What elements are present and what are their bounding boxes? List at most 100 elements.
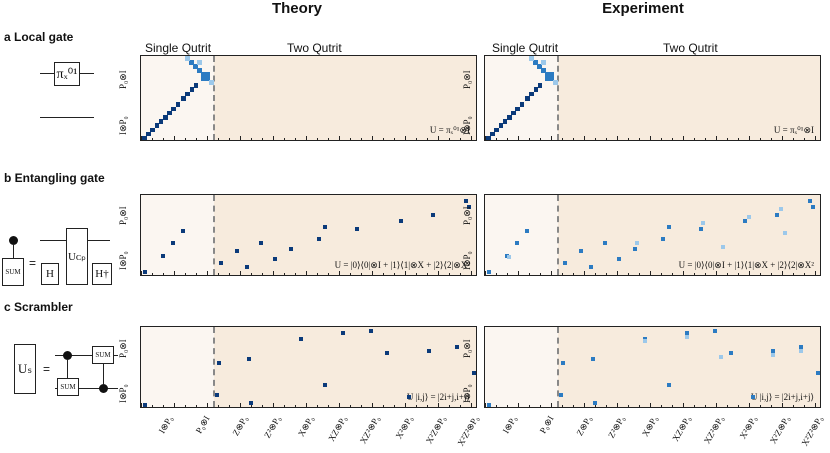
axis-tick bbox=[185, 405, 186, 407]
axis-tick bbox=[218, 273, 219, 275]
axis-tick bbox=[727, 405, 728, 407]
us-box: Uₛ bbox=[14, 344, 36, 394]
axis-tick bbox=[185, 138, 186, 140]
scatter-cell bbox=[579, 249, 583, 253]
scatter-cell bbox=[635, 241, 639, 245]
axis-tick bbox=[771, 138, 772, 140]
axis-tick bbox=[804, 405, 805, 407]
axis-tick bbox=[650, 271, 651, 275]
block-cell bbox=[185, 56, 190, 61]
axis-tick bbox=[771, 273, 772, 275]
scatter-cell bbox=[747, 215, 751, 219]
axis-tick bbox=[551, 271, 552, 275]
diag-cell bbox=[158, 119, 164, 124]
axis-tick bbox=[485, 403, 486, 407]
single-qutrit-label-exp: Single Qutrit bbox=[492, 41, 559, 55]
scatter-cell bbox=[779, 207, 783, 211]
axis-tick bbox=[328, 273, 329, 275]
scatter-cell bbox=[143, 403, 147, 407]
block-cell bbox=[553, 80, 558, 85]
ylabel-b-top-theory: P₀⊗I bbox=[118, 206, 128, 225]
block-cell bbox=[549, 72, 554, 77]
axis-tick bbox=[383, 273, 384, 275]
diag-cell bbox=[175, 102, 181, 107]
scatter-cell bbox=[472, 371, 476, 375]
axis-tick bbox=[218, 405, 219, 407]
axis-tick bbox=[306, 136, 307, 140]
xaxis-tick-label: P₀⊗I bbox=[193, 414, 212, 436]
ucp-gate-box: Uᴄₚ bbox=[66, 228, 88, 285]
axis-tick bbox=[405, 136, 406, 140]
h-gate-box: H bbox=[41, 263, 59, 285]
diag-cell bbox=[193, 83, 199, 88]
axis-tick bbox=[328, 405, 329, 407]
xaxis-tick-label: X²Z²⊗P₀ bbox=[455, 414, 481, 448]
axis-tick bbox=[229, 273, 230, 275]
scatter-cell bbox=[161, 254, 165, 258]
axis-tick bbox=[617, 271, 618, 275]
scatter-cell bbox=[771, 353, 775, 357]
scatter-cell bbox=[317, 237, 321, 241]
axis-tick bbox=[471, 271, 472, 275]
block-cell bbox=[549, 76, 554, 81]
scatter-cell bbox=[487, 403, 491, 407]
axis-tick bbox=[617, 136, 618, 140]
diag-cell bbox=[525, 96, 530, 101]
axis-tick bbox=[449, 138, 450, 140]
scatter-cell bbox=[369, 329, 373, 333]
scatter-cell bbox=[633, 247, 637, 251]
axis-tick bbox=[163, 273, 164, 275]
axis-tick bbox=[716, 271, 717, 275]
axis-tick bbox=[262, 405, 263, 407]
axis-tick bbox=[306, 403, 307, 407]
axis-tick bbox=[449, 273, 450, 275]
axis-tick bbox=[529, 138, 530, 140]
scatter-cell bbox=[515, 241, 519, 245]
xaxis-tick-label: X²Z⊗P₀ bbox=[423, 414, 448, 446]
ylabel-a-bottom-exp: I⊗P₀ bbox=[462, 116, 472, 135]
panel-c-experiment: U |i,j⟩ = |2i+j,i+j⟩ bbox=[484, 326, 821, 408]
axis-tick bbox=[295, 273, 296, 275]
axis-tick bbox=[496, 138, 497, 140]
axis-tick bbox=[551, 136, 552, 140]
axis-tick bbox=[196, 405, 197, 407]
axis-tick bbox=[639, 138, 640, 140]
scatter-cell bbox=[427, 349, 431, 353]
scatter-cell bbox=[455, 345, 459, 349]
axis-tick bbox=[394, 273, 395, 275]
axis-tick bbox=[394, 138, 395, 140]
axis-tick bbox=[793, 405, 794, 407]
scatter-cell bbox=[783, 231, 787, 235]
axis-tick bbox=[804, 138, 805, 140]
axis-tick bbox=[760, 138, 761, 140]
block-cell bbox=[205, 76, 210, 81]
axis-tick bbox=[416, 405, 417, 407]
axis-tick bbox=[606, 138, 607, 140]
xaxis-tick-label: X²Z²⊗P₀ bbox=[799, 414, 825, 448]
axis-tick bbox=[163, 405, 164, 407]
axis-tick bbox=[273, 271, 274, 275]
scatter-cell bbox=[799, 345, 803, 349]
axis-tick bbox=[562, 405, 563, 407]
axis-tick bbox=[438, 403, 439, 407]
axis-tick bbox=[361, 405, 362, 407]
axis-tick bbox=[540, 273, 541, 275]
ylabel-c-top-exp: P₀⊗I bbox=[462, 339, 472, 358]
axis-tick bbox=[196, 273, 197, 275]
scatter-cell bbox=[593, 401, 597, 405]
axis-tick bbox=[518, 403, 519, 407]
ylabel-b-bottom-theory: I⊗P₀ bbox=[118, 251, 128, 270]
axis-tick bbox=[229, 405, 230, 407]
axis-tick bbox=[416, 138, 417, 140]
xaxis-tick-label: Z⊗P₀ bbox=[230, 414, 250, 438]
block-cell bbox=[193, 64, 198, 69]
axis-tick bbox=[284, 138, 285, 140]
xaxis-tick-label: X²⊗P₀ bbox=[737, 414, 759, 441]
axis-tick bbox=[207, 271, 208, 275]
scatter-cell bbox=[699, 227, 703, 231]
scatter-cell bbox=[171, 241, 175, 245]
xaxis-tick-label: XZ²⊗P₀ bbox=[357, 414, 382, 446]
axis-tick bbox=[152, 405, 153, 407]
single-qutrit-label-theory: Single Qutrit bbox=[145, 41, 212, 55]
axis-tick bbox=[229, 138, 230, 140]
